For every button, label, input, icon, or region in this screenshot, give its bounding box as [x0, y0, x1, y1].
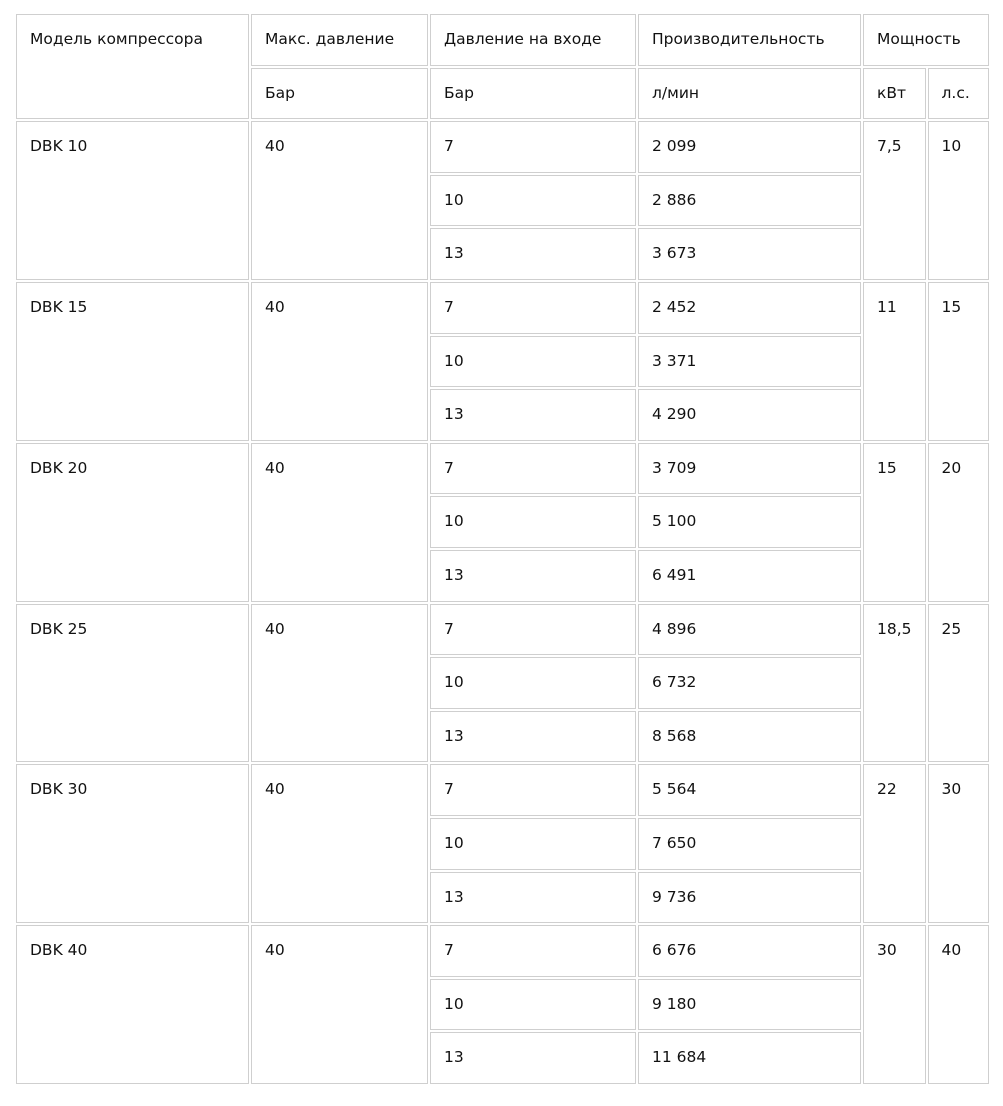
- table-row: DBK 25 40 7 4 896 18,5 25: [16, 603, 989, 763]
- power-hp-cell: 10: [927, 121, 989, 280]
- header-model: Модель компрессора: [16, 14, 249, 120]
- table-row: DBK 20 40 7 3 709 15 20: [16, 442, 989, 602]
- inlet-pressure-cell: 13: [430, 228, 636, 280]
- max-pressure-cell: 40: [251, 764, 428, 924]
- table-row: DBK 30 40 7 5 564 22 30: [16, 764, 989, 924]
- max-pressure-cell: 40: [251, 281, 428, 441]
- inlet-pressure-cell: 13: [430, 710, 636, 763]
- capacity-cell: 3 673: [638, 228, 861, 280]
- table-row: 13 6 491: [16, 549, 989, 602]
- capacity-cell: 6 676: [638, 925, 861, 977]
- power-kw-cell: 30: [863, 925, 926, 1084]
- power-hp-cell: 25: [927, 603, 989, 763]
- table-row: DBK 10 40 7 2 099 7,5 10: [16, 121, 989, 280]
- unit-kw: кВт: [863, 67, 926, 120]
- capacity-cell: 11 684: [638, 1032, 861, 1084]
- inlet-pressure-cell: 13: [430, 389, 636, 441]
- table-body: DBK 10 40 7 2 099 7,5 10 10 2 886 13 3 673 DBK 15 4…: [16, 121, 989, 1084]
- model-cell: DBK 30: [16, 764, 249, 924]
- capacity-cell: 5 564: [638, 764, 861, 816]
- capacity-cell: 7 650: [638, 817, 861, 870]
- model-cell: DBK 10: [16, 121, 249, 280]
- model-cell: DBK 25: [16, 603, 249, 763]
- header-row: Модель компрессора Макс. давление Давлен…: [16, 14, 989, 120]
- model-cell: DBK 20: [16, 442, 249, 602]
- unit-inlet-pressure: Бар: [430, 67, 636, 120]
- capacity-cell: 4 290: [638, 389, 861, 441]
- table-row: 10 6 732: [16, 657, 989, 709]
- table-row: 13 3 673: [16, 228, 989, 280]
- power-hp-cell: 30: [927, 764, 989, 924]
- capacity-cell: 2 452: [638, 281, 861, 334]
- capacity-cell: 9 736: [638, 871, 861, 924]
- power-kw-cell: 11: [863, 281, 926, 441]
- header-capacity: Производительность: [638, 14, 861, 66]
- inlet-pressure-cell: 10: [430, 174, 636, 227]
- capacity-cell: 6 491: [638, 549, 861, 602]
- unit-max-pressure: Бар: [251, 67, 428, 120]
- table-row: DBK 15 40 7 2 452 11 15: [16, 281, 989, 441]
- capacity-cell: 8 568: [638, 710, 861, 763]
- unit-hp: л.с.: [927, 67, 989, 120]
- table-row: 10 5 100: [16, 496, 989, 548]
- inlet-pressure-cell: 13: [430, 549, 636, 602]
- inlet-pressure-cell: 10: [430, 496, 636, 548]
- header-power: Мощность: [863, 14, 989, 66]
- max-pressure-cell: 40: [251, 603, 428, 763]
- model-cell: DBK 15: [16, 281, 249, 441]
- power-kw-cell: 15: [863, 442, 926, 602]
- inlet-pressure-cell: 7: [430, 603, 636, 656]
- table-row: DBK 40 40 7 6 676 30 40: [16, 925, 989, 1084]
- capacity-cell: 4 896: [638, 603, 861, 656]
- capacity-cell: 5 100: [638, 496, 861, 548]
- table-row: 13 4 290: [16, 389, 989, 441]
- capacity-cell: 3 709: [638, 442, 861, 495]
- table-row: 10 9 180: [16, 978, 989, 1031]
- inlet-pressure-cell: 7: [430, 442, 636, 495]
- power-hp-cell: 20: [927, 442, 989, 602]
- header-max-pressure: Макс. давление: [251, 14, 428, 66]
- header-inlet-pressure: Давление на входе: [430, 14, 636, 66]
- power-kw-cell: 22: [863, 764, 926, 924]
- max-pressure-cell: 40: [251, 925, 428, 1084]
- model-cell: DBK 40: [16, 925, 249, 1084]
- power-hp-cell: 15: [927, 281, 989, 441]
- inlet-pressure-cell: 10: [430, 817, 636, 870]
- capacity-cell: 2 886: [638, 174, 861, 227]
- max-pressure-cell: 40: [251, 442, 428, 602]
- power-kw-cell: 18,5: [863, 603, 926, 763]
- table-row: 10 3 371: [16, 335, 989, 388]
- table-row: 10 7 650: [16, 817, 989, 870]
- table-row: 13 9 736: [16, 871, 989, 924]
- compressor-specs-table: Модель компрессора Макс. давление Давлен…: [14, 12, 991, 1086]
- max-pressure-cell: 40: [251, 121, 428, 280]
- table-row: 13 8 568: [16, 710, 989, 763]
- units-row: Бар Бар л/мин кВт л.с.: [16, 67, 989, 120]
- inlet-pressure-cell: 10: [430, 657, 636, 709]
- inlet-pressure-cell: 10: [430, 978, 636, 1031]
- capacity-cell: 2 099: [638, 121, 861, 173]
- unit-capacity: л/мин: [638, 67, 861, 120]
- inlet-pressure-cell: 7: [430, 764, 636, 816]
- capacity-cell: 6 732: [638, 657, 861, 709]
- table-row: 13 11 684: [16, 1032, 989, 1084]
- power-hp-cell: 40: [927, 925, 989, 1084]
- inlet-pressure-cell: 7: [430, 925, 636, 977]
- inlet-pressure-cell: 13: [430, 871, 636, 924]
- capacity-cell: 9 180: [638, 978, 861, 1031]
- inlet-pressure-cell: 10: [430, 335, 636, 388]
- capacity-cell: 3 371: [638, 335, 861, 388]
- inlet-pressure-cell: 7: [430, 281, 636, 334]
- power-kw-cell: 7,5: [863, 121, 926, 280]
- table-row: 10 2 886: [16, 174, 989, 227]
- inlet-pressure-cell: 13: [430, 1032, 636, 1084]
- inlet-pressure-cell: 7: [430, 121, 636, 173]
